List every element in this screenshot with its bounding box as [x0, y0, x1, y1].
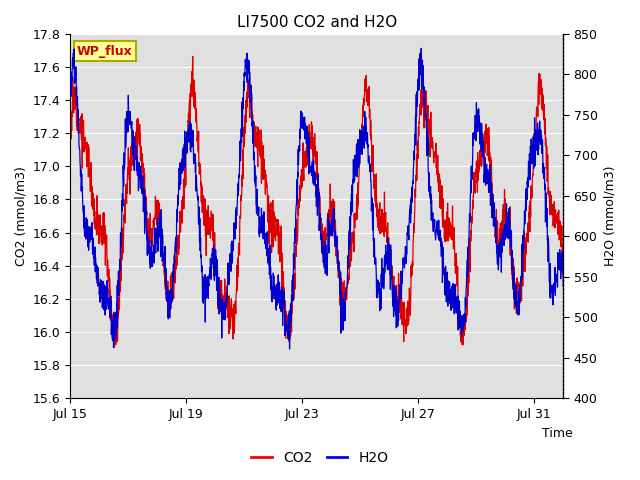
- X-axis label: Time: Time: [542, 427, 573, 440]
- Legend: CO2, H2O: CO2, H2O: [246, 445, 394, 471]
- Text: WP_flux: WP_flux: [77, 45, 132, 58]
- Title: LI7500 CO2 and H2O: LI7500 CO2 and H2O: [237, 15, 397, 30]
- Y-axis label: CO2 (mmol/m3): CO2 (mmol/m3): [14, 166, 28, 266]
- Y-axis label: H2O (mmol/m3): H2O (mmol/m3): [603, 166, 616, 266]
